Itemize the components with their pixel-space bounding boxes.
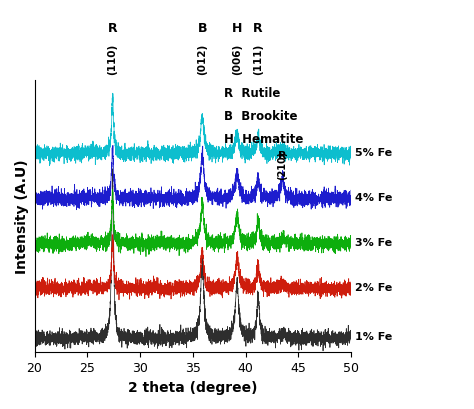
Text: B  Brookite: B Brookite (224, 110, 298, 123)
X-axis label: 2 theta (degree): 2 theta (degree) (128, 380, 257, 394)
Text: 1% Fe: 1% Fe (355, 332, 392, 342)
Text: R  Rutile: R Rutile (224, 87, 281, 99)
Text: 4% Fe: 4% Fe (355, 192, 392, 202)
Text: 2% Fe: 2% Fe (355, 282, 392, 292)
Text: (210): (210) (277, 150, 287, 179)
Text: R: R (278, 151, 287, 160)
Text: H  Hematite: H Hematite (224, 133, 304, 146)
Text: 5% Fe: 5% Fe (355, 147, 392, 157)
Text: (111): (111) (253, 44, 263, 75)
Text: (110): (110) (108, 44, 118, 75)
Text: (006): (006) (232, 44, 242, 75)
Y-axis label: Intensity (A.U): Intensity (A.U) (15, 160, 29, 274)
Text: (012): (012) (197, 44, 207, 75)
Text: 3% Fe: 3% Fe (355, 237, 392, 247)
Text: R: R (253, 22, 263, 36)
Text: R: R (108, 22, 118, 36)
Text: H: H (232, 22, 242, 36)
Text: B: B (198, 22, 207, 36)
